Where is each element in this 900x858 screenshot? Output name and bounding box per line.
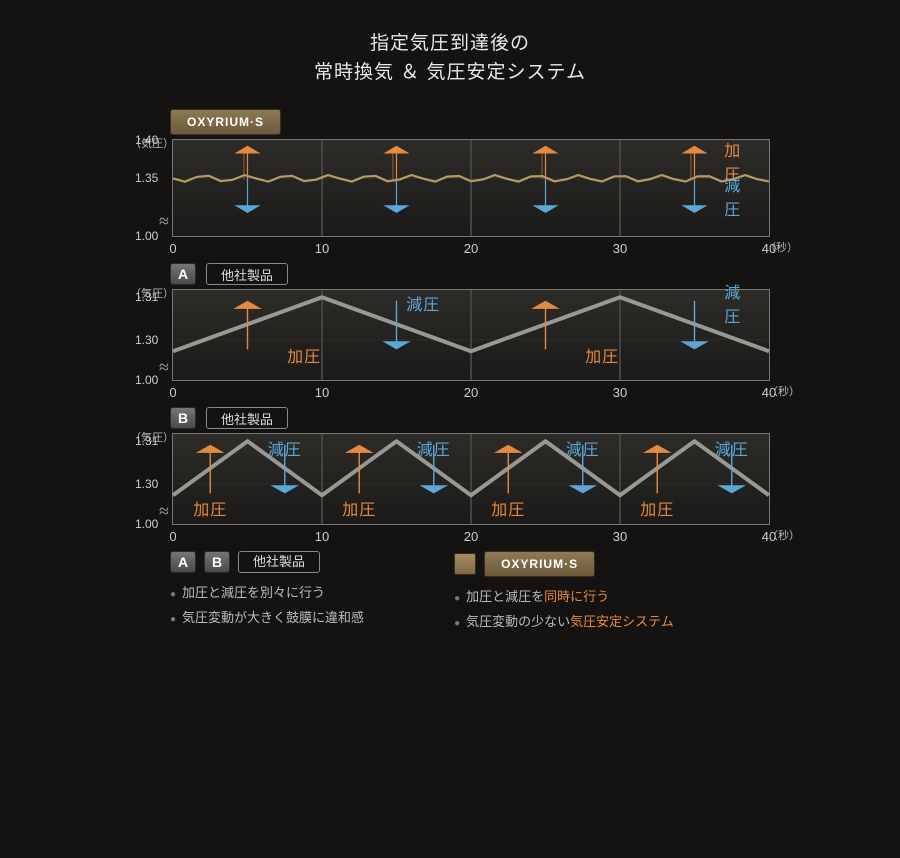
y-tick: 1.30 xyxy=(135,477,158,491)
x-tick: 30 xyxy=(613,529,627,544)
legend-left-line-1: 加圧と減圧を別々に行う xyxy=(170,581,364,606)
other-badge: 他社製品 xyxy=(206,263,288,285)
badge-a: A xyxy=(170,263,196,285)
x-axis-title: （秒） xyxy=(767,383,800,399)
x-tick: 20 xyxy=(464,385,478,400)
other-badge: 他社製品 xyxy=(206,407,288,429)
plot-area-2: 1.311.301.00≈010203040加圧加圧減圧減圧 xyxy=(172,289,770,381)
x-tick: 30 xyxy=(613,385,627,400)
legend-right: OXYRIUM·S 加圧と減圧を同時に行う 気圧変動の少ない気圧安定システム xyxy=(454,551,674,634)
legend-badge-b: B xyxy=(204,551,230,573)
title-line-1: 指定気圧到達後の xyxy=(130,30,770,59)
swatch-tan xyxy=(454,553,476,575)
legend-left: A B 他社製品 加圧と減圧を別々に行う 気圧変動が大きく鼓膜に違和感 xyxy=(170,551,364,634)
y-tick: 1.35 xyxy=(135,171,158,185)
y-tick: 1.00 xyxy=(135,229,158,243)
x-tick: 20 xyxy=(464,241,478,256)
x-tick: 10 xyxy=(315,529,329,544)
y-tick: 1.31 xyxy=(135,290,158,304)
legend-badge-a: A xyxy=(170,551,196,573)
y-tick: 1.31 xyxy=(135,434,158,448)
legend: A B 他社製品 加圧と減圧を別々に行う 気圧変動が大きく鼓膜に違和感 OXYR… xyxy=(170,551,770,634)
badge-b: B xyxy=(170,407,196,429)
x-tick: 10 xyxy=(315,385,329,400)
title-line-2: 常時換気 ＆ 気圧安定システム xyxy=(130,59,770,88)
legend-right-line-1: 加圧と減圧を同時に行う xyxy=(454,585,674,610)
x-axis-title: （秒） xyxy=(765,239,798,255)
x-tick: 0 xyxy=(169,529,176,544)
x-tick: 0 xyxy=(169,385,176,400)
x-tick: 10 xyxy=(315,241,329,256)
chart-other-a: A 他社製品 （気圧） 1.311.301.00≈010203040加圧加圧減圧… xyxy=(130,263,770,381)
plot-area-3: 1.311.301.00≈010203040加圧減圧加圧減圧加圧減圧加圧減圧 xyxy=(172,433,770,525)
x-axis-title: （秒） xyxy=(767,527,800,543)
y-tick: 1.00 xyxy=(135,517,158,531)
y-tick: 1.40 xyxy=(135,133,158,147)
y-tick: 1.00 xyxy=(135,373,158,387)
x-tick: 20 xyxy=(464,529,478,544)
y-tick: 1.30 xyxy=(135,333,158,347)
legend-brand-badge: OXYRIUM·S xyxy=(484,551,595,577)
x-tick: 0 xyxy=(169,241,176,256)
brand-badge: OXYRIUM·S xyxy=(170,109,281,135)
plot-area-1: 1.401.351.00≈010203040加圧減圧 xyxy=(172,139,770,237)
legend-other-badge: 他社製品 xyxy=(238,551,320,573)
chart-other-b: B 他社製品 （気圧） 1.311.301.00≈010203040加圧減圧加圧… xyxy=(130,407,770,525)
legend-left-line-2: 気圧変動が大きく鼓膜に違和感 xyxy=(170,606,364,631)
legend-right-line-2: 気圧変動の少ない気圧安定システム xyxy=(454,610,674,635)
x-tick: 30 xyxy=(613,241,627,256)
chart-oxyrium: OXYRIUM·S （気圧） 1.401.351.00≈010203040加圧減… xyxy=(130,109,770,237)
page-title: 指定気圧到達後の 常時換気 ＆ 気圧安定システム xyxy=(130,30,770,87)
